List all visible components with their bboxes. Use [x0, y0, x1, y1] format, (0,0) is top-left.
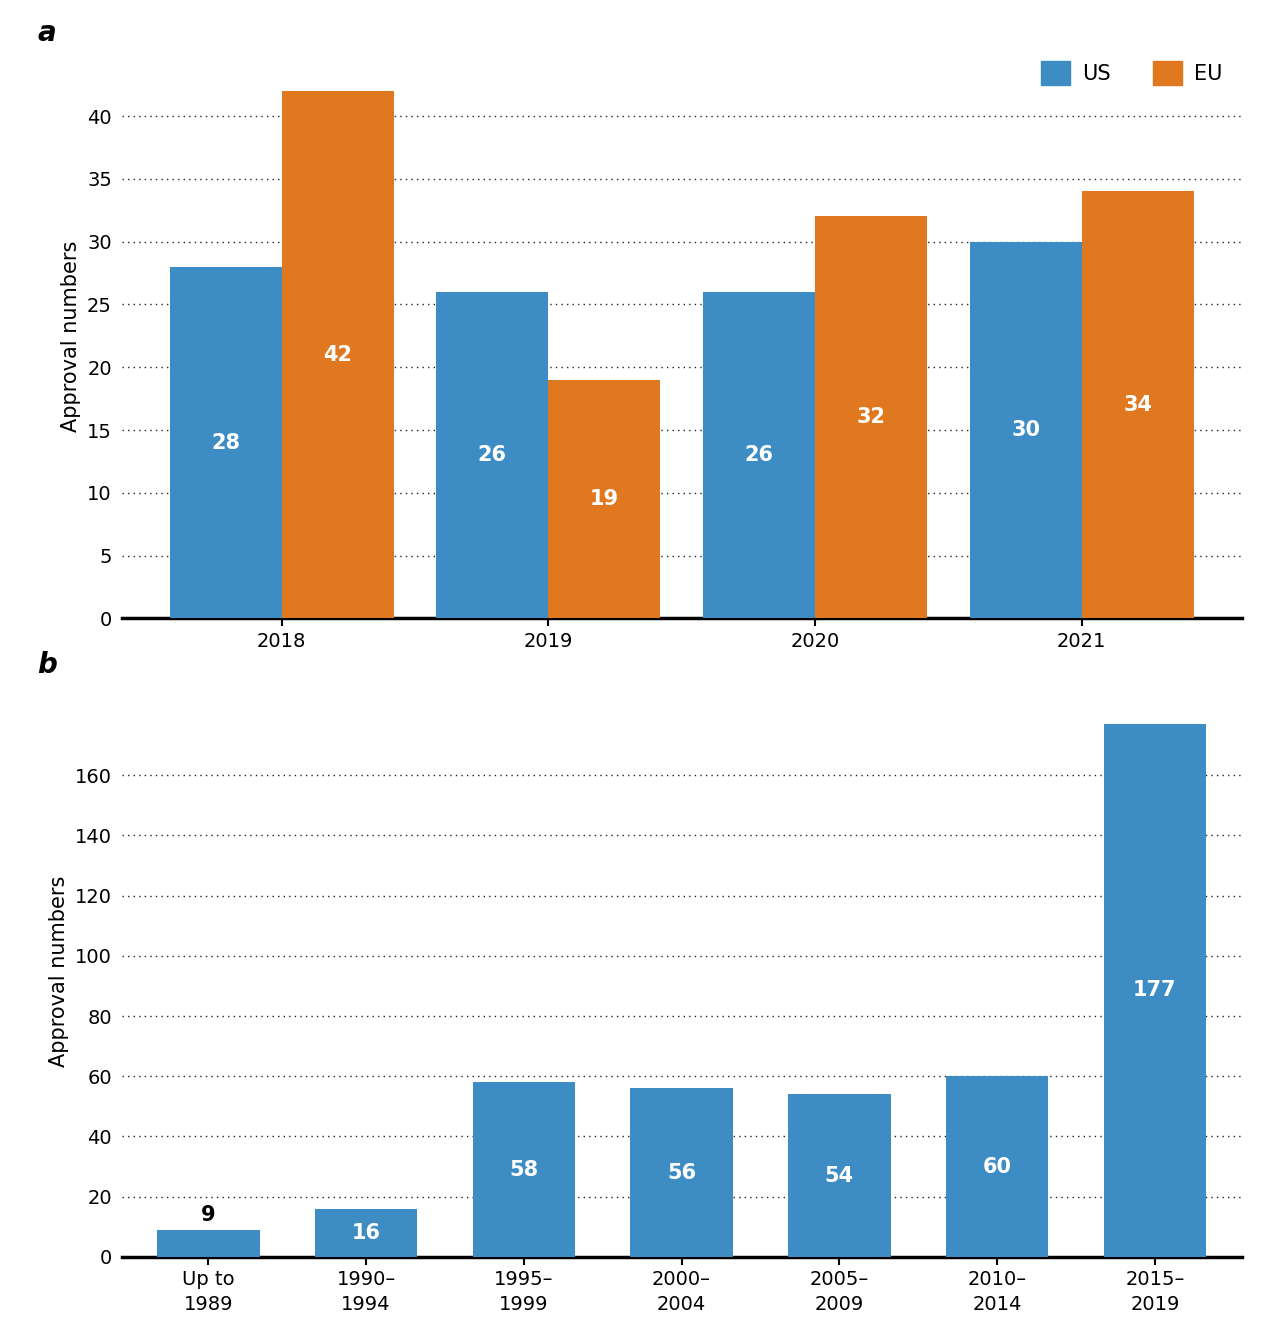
Bar	[548, 380, 660, 618]
Legend: US, EU: US, EU	[1033, 52, 1231, 93]
Bar	[170, 267, 282, 618]
Bar	[703, 291, 815, 618]
Text: 177: 177	[1133, 980, 1176, 1000]
Bar	[1103, 724, 1206, 1257]
Y-axis label: Approval numbers: Approval numbers	[50, 875, 69, 1067]
Text: 9: 9	[201, 1205, 215, 1225]
Text: 58: 58	[509, 1160, 539, 1180]
Bar	[472, 1083, 575, 1257]
Text: b: b	[37, 650, 58, 678]
Bar	[282, 90, 394, 618]
Text: 26: 26	[745, 446, 773, 465]
Y-axis label: Approval numbers: Approval numbers	[61, 241, 82, 431]
Text: 28: 28	[211, 432, 241, 452]
Text: 30: 30	[1011, 420, 1041, 440]
Bar	[788, 1095, 891, 1257]
Bar	[630, 1088, 733, 1257]
Bar	[157, 1230, 260, 1257]
Text: 56: 56	[667, 1162, 696, 1182]
Text: 19: 19	[590, 489, 618, 509]
Bar	[946, 1076, 1048, 1257]
Text: 60: 60	[983, 1157, 1011, 1177]
Text: a: a	[37, 19, 56, 48]
Text: 54: 54	[824, 1165, 854, 1185]
Bar	[315, 1209, 417, 1257]
Text: 16: 16	[352, 1222, 380, 1242]
Bar	[1082, 192, 1193, 618]
Text: 26: 26	[477, 446, 507, 465]
Bar	[436, 291, 548, 618]
Text: 32: 32	[856, 407, 886, 427]
Text: 34: 34	[1123, 395, 1152, 415]
Text: 42: 42	[323, 344, 352, 364]
Bar	[970, 242, 1082, 618]
Bar	[815, 217, 927, 618]
